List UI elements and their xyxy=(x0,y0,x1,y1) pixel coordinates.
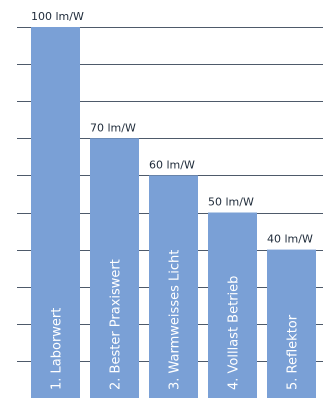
category-label: 2. Bester Praxiswert xyxy=(109,259,124,390)
category-label: 5. Reflektor xyxy=(286,314,301,390)
value-label: 70 lm/W xyxy=(90,121,136,134)
value-label: 40 lm/W xyxy=(267,233,313,246)
bars xyxy=(31,27,316,398)
bar xyxy=(31,27,80,398)
bar xyxy=(90,138,139,398)
value-label: 100 lm/W xyxy=(31,10,84,23)
category-labels: 1. Laborwert 2. Bester Praxiswert 3. Warmw… xyxy=(50,250,301,390)
bar xyxy=(149,175,198,398)
category-label: 1. Laborwert xyxy=(50,308,65,390)
bar xyxy=(267,249,316,398)
value-label: 50 lm/W xyxy=(208,196,254,209)
value-label: 60 lm/W xyxy=(149,158,195,171)
category-label: 3. Warmweisses Licht xyxy=(168,250,183,390)
value-labels: 100 lm/W 70 lm/W 60 lm/W 50 lm/W 40 lm/W xyxy=(31,10,313,246)
bar xyxy=(208,212,257,398)
category-label: 4. Volllast Betrieb xyxy=(227,276,242,390)
